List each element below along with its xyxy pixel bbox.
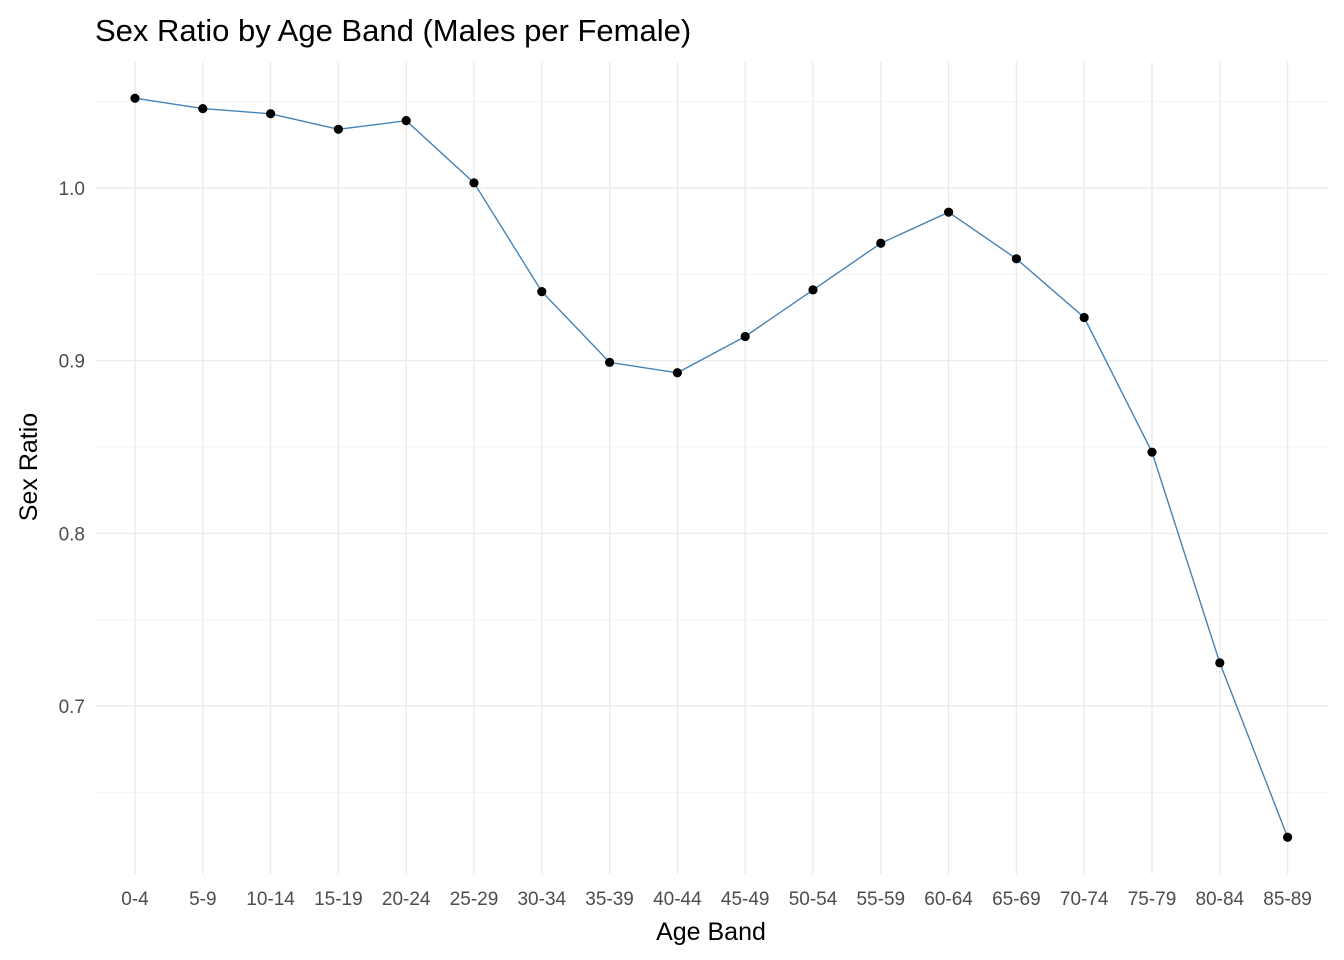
- x-tick-label: 45-49: [721, 889, 770, 910]
- data-point: [1147, 447, 1157, 457]
- grid: [96, 62, 1328, 874]
- x-tick-label: 60-64: [924, 889, 973, 910]
- data-point: [1011, 254, 1022, 264]
- data-point: [1215, 658, 1225, 668]
- data-point: [605, 357, 615, 367]
- x-tick-label: 40-44: [653, 889, 702, 910]
- x-tick-label: 75-79: [1128, 889, 1177, 910]
- x-tick-label: 0-4: [121, 889, 149, 910]
- x-tick-label: 5-9: [189, 889, 216, 910]
- y-tick-label: 0.9: [59, 352, 85, 373]
- y-axis-title: Sex Ratio: [15, 413, 43, 521]
- data-point: [944, 207, 954, 217]
- x-tick-label: 65-69: [992, 889, 1041, 910]
- data-point: [808, 285, 818, 295]
- y-tick-label: 0.7: [59, 697, 85, 718]
- x-tick-label: 35-39: [585, 889, 634, 910]
- series-line: [134, 97, 1289, 838]
- data-point: [130, 93, 140, 103]
- x-tick-label: 20-24: [382, 889, 431, 910]
- data-point: [266, 109, 276, 119]
- x-tick-label: 15-19: [314, 889, 363, 910]
- data-point: [333, 124, 343, 134]
- x-axis-title: Age Band: [656, 918, 766, 946]
- y-tick-label: 1.0: [59, 179, 85, 200]
- x-tick-label: 85-89: [1263, 889, 1312, 910]
- x-tick-label: 25-29: [450, 889, 499, 910]
- data-point: [672, 368, 683, 378]
- x-tick-label: 30-34: [517, 889, 566, 910]
- data-point: [876, 238, 886, 248]
- data-point: [740, 331, 750, 342]
- series: [130, 93, 1293, 842]
- x-tick-label: 70-74: [1060, 889, 1109, 910]
- data-point: [469, 178, 479, 188]
- data-point: [401, 116, 411, 126]
- x-tick-label: 50-54: [789, 889, 838, 910]
- tick-labels: 0.7 0.8 0.9 1.0 0-4 5-9 10-14 15-19 20-24 25-29 30…: [59, 179, 1312, 910]
- x-tick-label: 10-14: [246, 889, 295, 910]
- data-point: [198, 103, 208, 114]
- y-tick-label: 0.8: [59, 524, 85, 545]
- x-tick-label: 80-84: [1195, 889, 1244, 910]
- data-point: [1079, 312, 1089, 323]
- data-point: [537, 287, 547, 297]
- data-point: [1283, 832, 1293, 842]
- chart-title: Sex Ratio by Age Band (Males per Female): [95, 13, 691, 48]
- x-tick-label: 55-59: [856, 889, 905, 910]
